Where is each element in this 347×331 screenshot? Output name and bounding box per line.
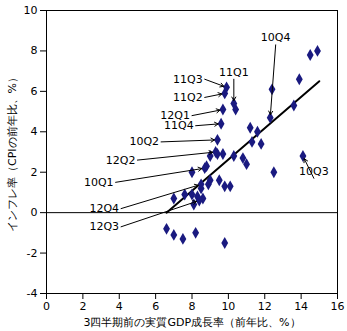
svg-text:11Q2: 11Q2 xyxy=(173,91,203,104)
svg-text:10: 10 xyxy=(24,4,38,17)
svg-text:0: 0 xyxy=(31,206,38,219)
svg-text:2: 2 xyxy=(31,166,38,179)
svg-text:10Q2: 10Q2 xyxy=(129,135,159,148)
svg-text:8: 8 xyxy=(31,44,38,57)
svg-text:2: 2 xyxy=(79,300,86,313)
svg-text:11Q3: 11Q3 xyxy=(173,73,203,86)
svg-text:6: 6 xyxy=(31,85,38,98)
svg-text:16: 16 xyxy=(331,300,345,313)
svg-text:4: 4 xyxy=(116,300,123,313)
svg-text:10Q4: 10Q4 xyxy=(261,31,291,44)
svg-text:10: 10 xyxy=(221,300,235,313)
svg-text:インフレ率（CPIの前年比、%）: インフレ率（CPIの前年比、%） xyxy=(6,72,19,232)
svg-text:10Q3: 10Q3 xyxy=(299,165,329,178)
svg-text:0: 0 xyxy=(43,300,50,313)
svg-text:12Q4: 12Q4 xyxy=(89,202,119,215)
svg-text:12: 12 xyxy=(258,300,272,313)
svg-text:11Q1: 11Q1 xyxy=(219,66,249,79)
svg-text:6: 6 xyxy=(152,300,159,313)
svg-text:14: 14 xyxy=(294,300,308,313)
svg-text:4: 4 xyxy=(31,125,38,138)
svg-text:12Q2: 12Q2 xyxy=(106,154,136,167)
svg-text:12Q3: 12Q3 xyxy=(89,220,119,233)
svg-text:-2: -2 xyxy=(27,247,38,260)
svg-text:8: 8 xyxy=(189,300,196,313)
svg-text:3四半期前の実質GDP成長率（前年比、%）: 3四半期前の実質GDP成長率（前年比、%） xyxy=(83,316,300,329)
svg-text:10Q1: 10Q1 xyxy=(84,176,114,189)
svg-text:-4: -4 xyxy=(27,287,38,300)
svg-text:12Q1: 12Q1 xyxy=(160,109,190,123)
svg-text:11Q4: 11Q4 xyxy=(164,119,194,132)
